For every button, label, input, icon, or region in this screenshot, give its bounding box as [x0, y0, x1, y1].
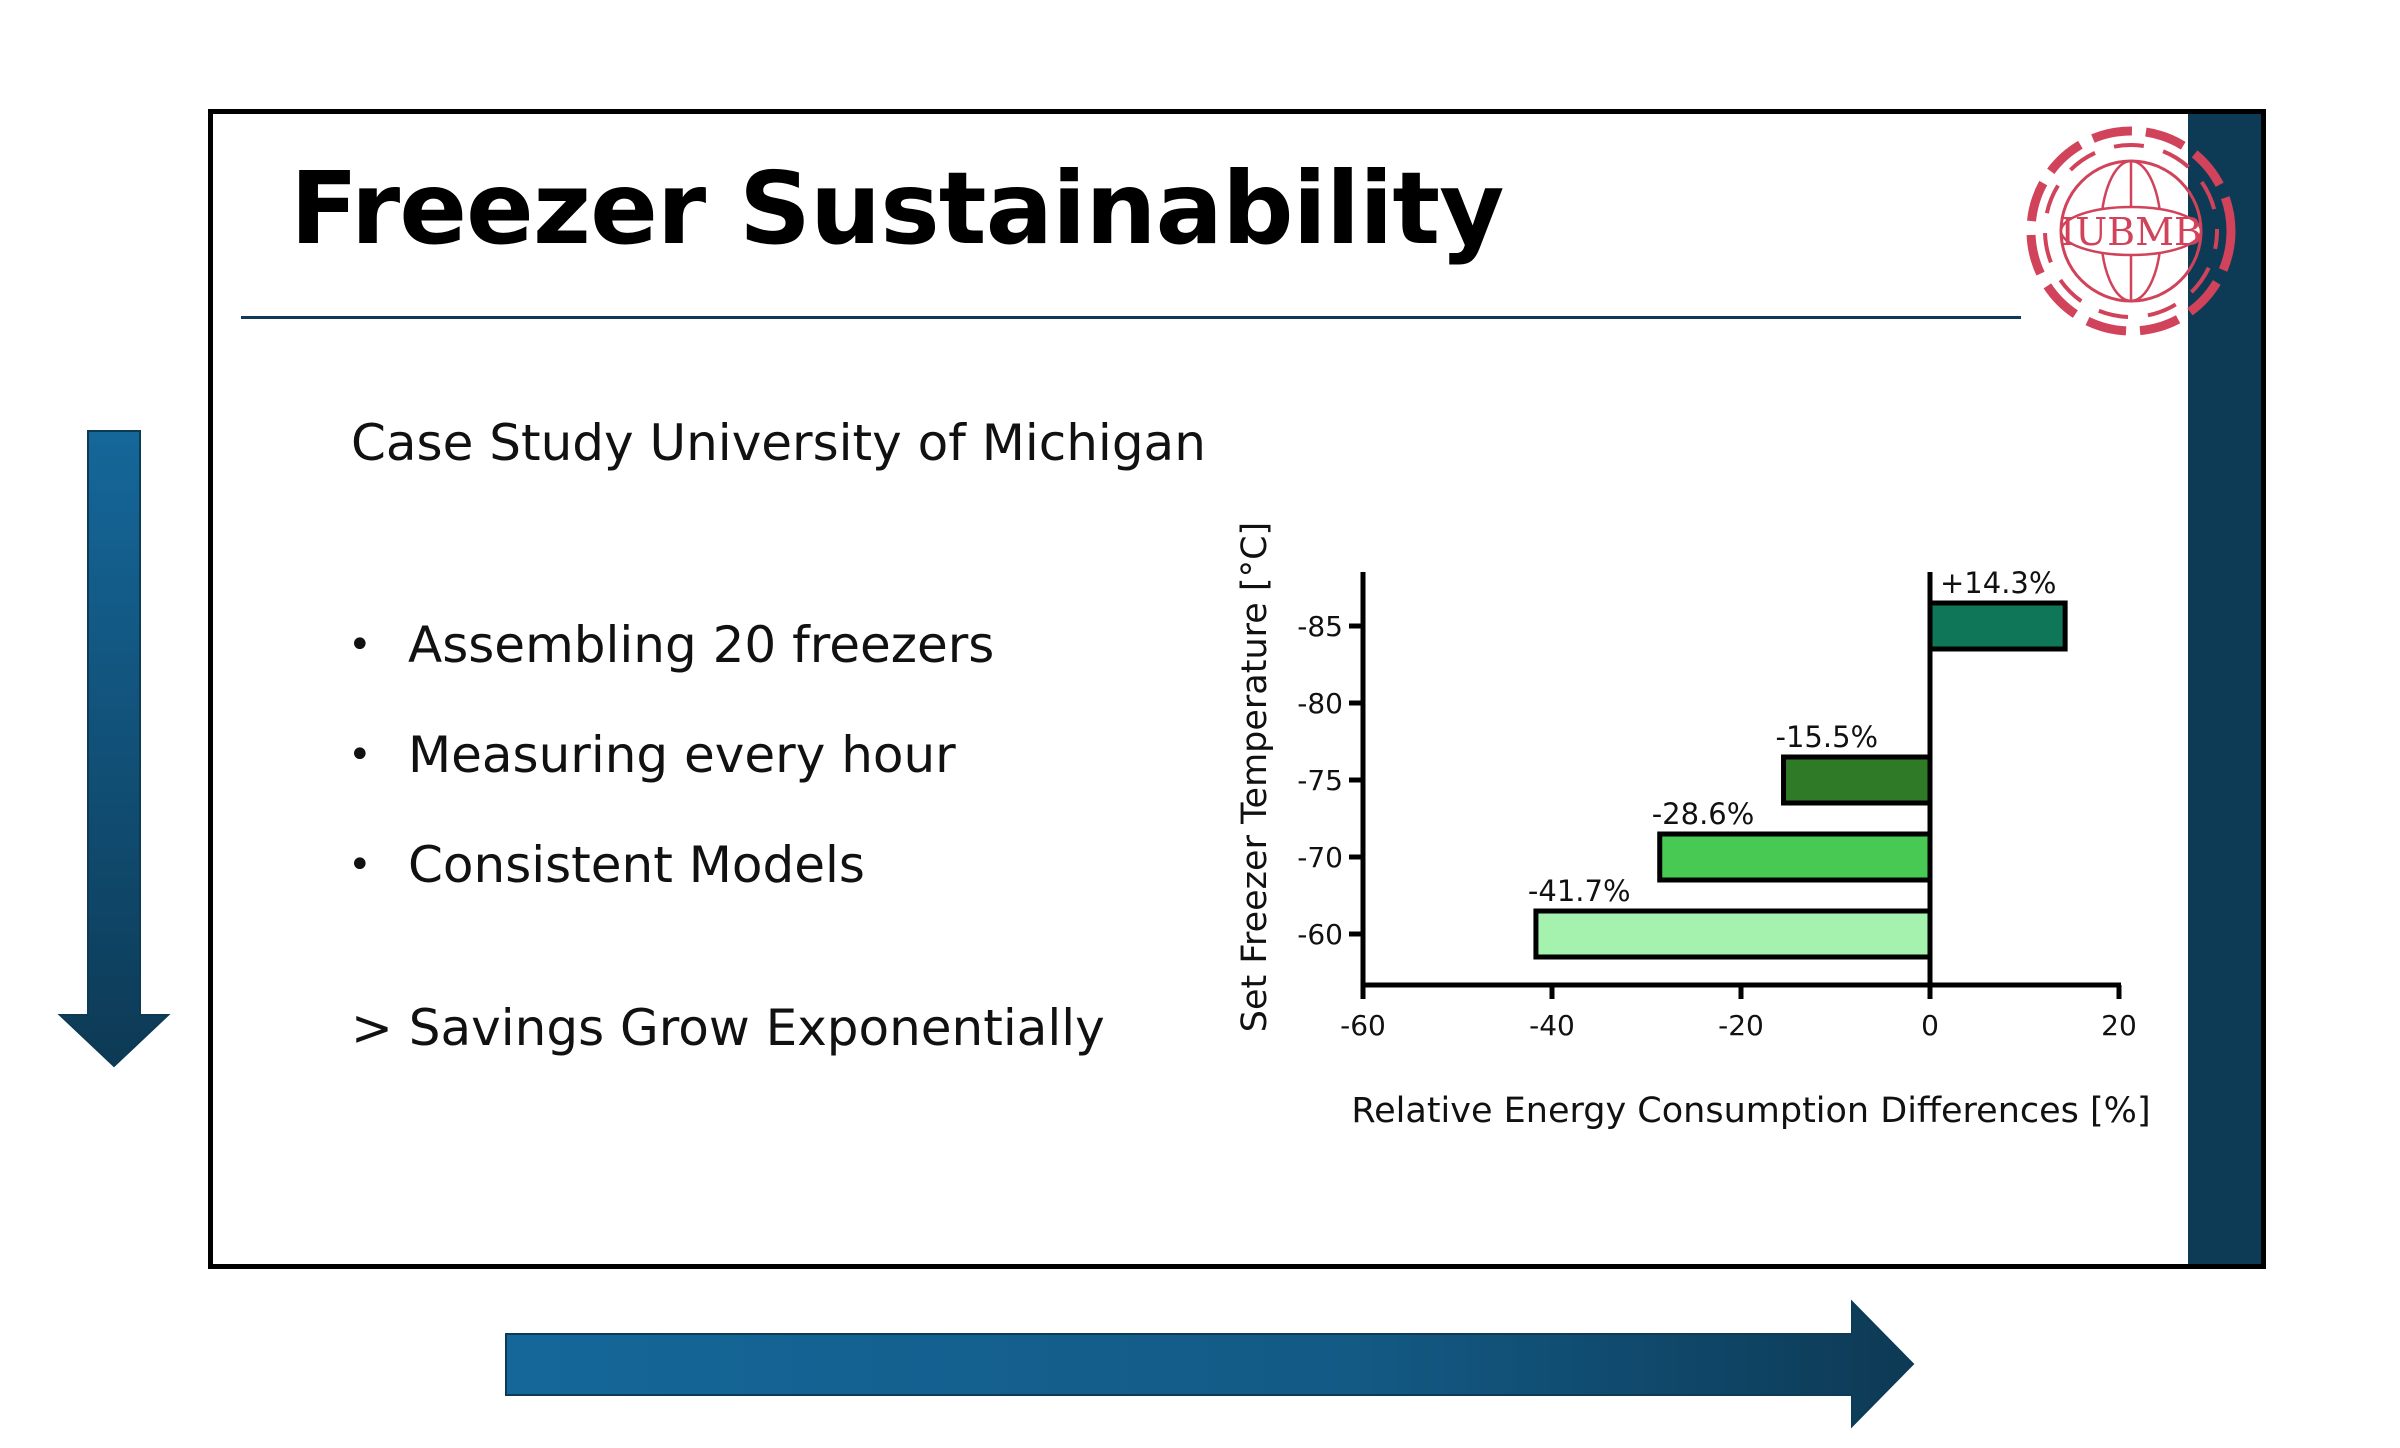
bar [1781, 754, 1933, 806]
x-axis-title: Relative Energy Consumption Differences … [1351, 1091, 2150, 1131]
down-arrow-icon [57, 430, 171, 1068]
y-tick-label: -70 [1297, 841, 1343, 874]
bullet-item: Assembling 20 freezers [408, 616, 995, 674]
bar-data-label: -15.5% [1776, 720, 1879, 754]
x-tick-label: 0 [1921, 1009, 1939, 1042]
x-tick-label: -40 [1529, 1009, 1575, 1042]
y-tick-label: -75 [1297, 764, 1343, 797]
y-tick-label: -80 [1297, 687, 1343, 720]
slide-title: Freezer Sustainability [290, 150, 1504, 267]
bullet-dot: • [348, 842, 372, 888]
y-tick-label: -60 [1297, 918, 1343, 951]
bar-data-label: -28.6% [1652, 797, 1755, 831]
bar-data-label: -41.7% [1528, 874, 1631, 908]
x-tick-label: -20 [1718, 1009, 1764, 1042]
case-study-subtitle: Case Study University of Michigan [351, 414, 1206, 472]
bar [1657, 831, 1933, 883]
x-tick-label: -60 [1340, 1009, 1386, 1042]
slide-frame [208, 109, 2266, 1269]
bullet-dot: • [348, 622, 372, 668]
bullet-item: Measuring every hour [408, 726, 956, 784]
iubmb-logo: IUBMB [2026, 126, 2236, 336]
bullet-item: Consistent Models [408, 836, 865, 894]
logo-text: IUBMB [2060, 210, 2202, 254]
bar-data-label: +14.3% [1940, 566, 2056, 600]
y-axis-title: Set Freezer Temperature [°C] [1235, 522, 1275, 1032]
title-divider [241, 316, 2021, 319]
bar [1533, 908, 1933, 960]
right-arrow-icon [505, 1299, 1915, 1429]
x-tick-label: 20 [2101, 1009, 2137, 1042]
conclusion-text: > Savings Grow Exponentially [351, 999, 1105, 1057]
y-tick-label: -85 [1297, 610, 1343, 643]
bar-chart: +14.3% -15.5% -28.6% -41.7% -60 -40 -20 0 20 -85 -… [1235, 522, 2151, 1131]
bullet-dot: • [348, 732, 372, 778]
bar [1927, 600, 2068, 652]
